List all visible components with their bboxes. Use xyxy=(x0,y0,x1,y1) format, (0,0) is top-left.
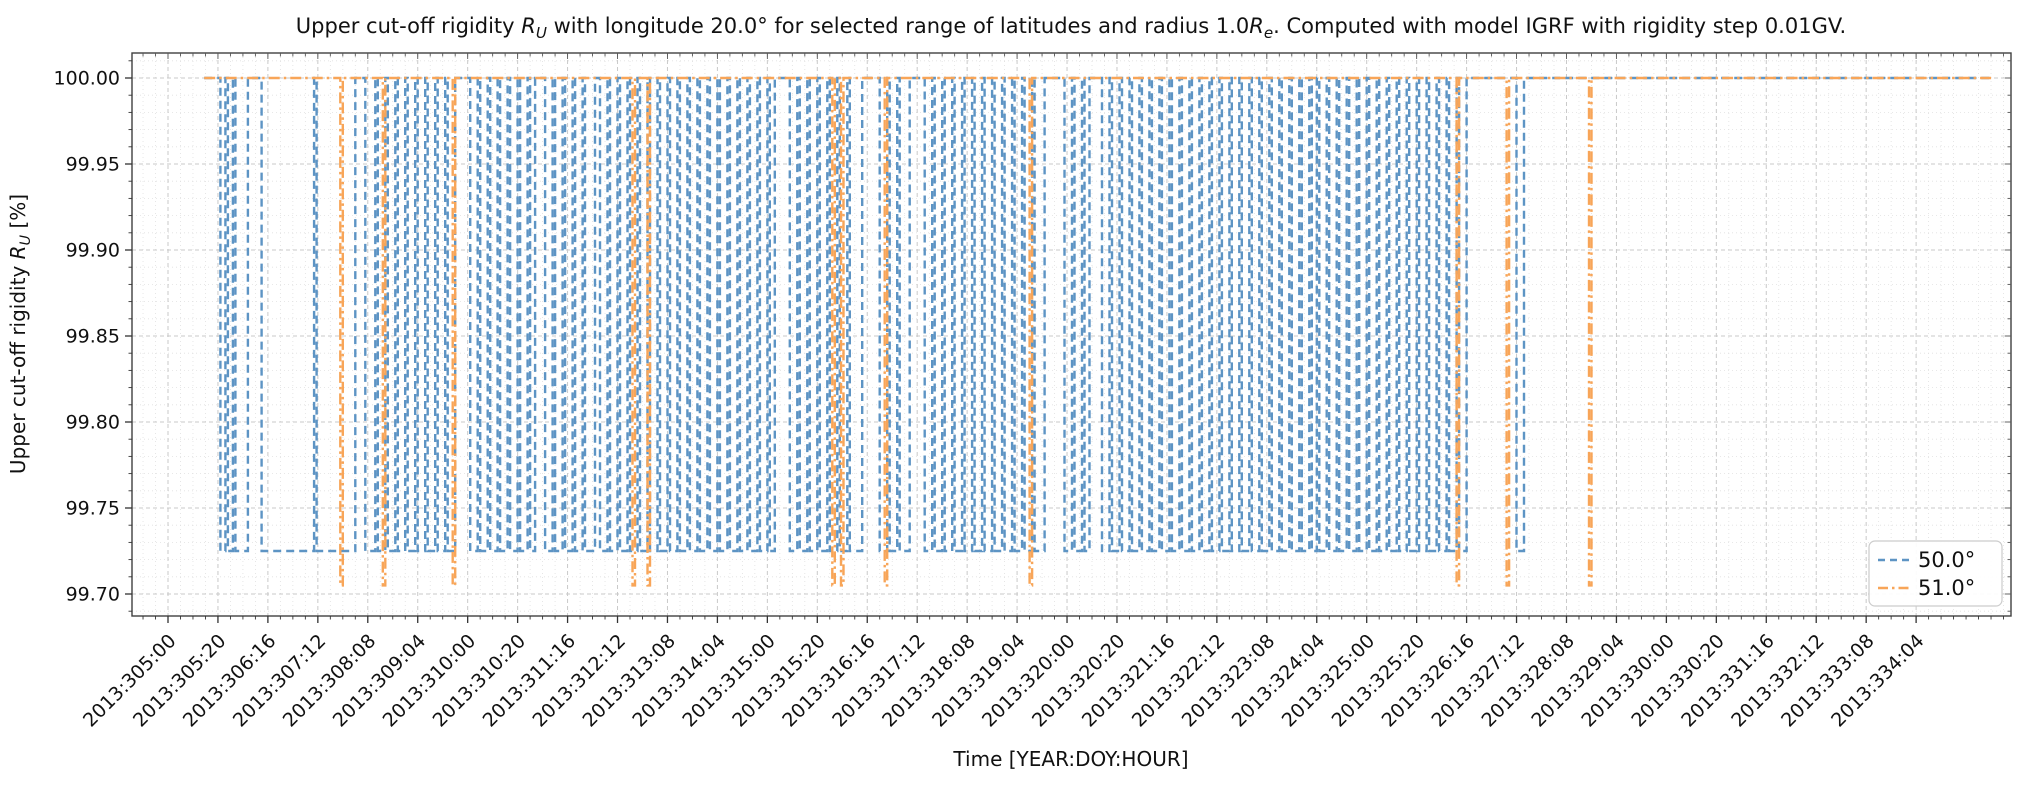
axis-ticks xyxy=(125,53,2011,623)
y-tick-label: 99.90 xyxy=(66,240,120,262)
y-tick-label: 99.80 xyxy=(66,412,120,434)
legend[interactable]: 50.0° 51.0° xyxy=(1868,540,2003,607)
y-axis-label: Upper cut-off rigidity RU [%] xyxy=(6,194,34,474)
y-tick-label: 99.75 xyxy=(66,498,120,520)
y-tick-label: 99.95 xyxy=(66,154,120,176)
x-axis-label: Time [YEAR:DOY:HOUR] xyxy=(952,747,1188,771)
series-path-50.0 xyxy=(204,76,1993,553)
y-tick-labels: 100.00 99.95 99.90 99.85 99.80 99.75 99.70 xyxy=(54,68,120,606)
plot-border xyxy=(131,52,2012,617)
y-tick-label: 99.85 xyxy=(66,326,120,348)
series-path-51.0 xyxy=(204,76,1993,587)
legend-box xyxy=(1868,540,2003,607)
legend-label-50: 50.0° xyxy=(1918,548,1975,572)
series-layer xyxy=(204,76,1993,587)
y-tick-label: 100.00 xyxy=(54,68,120,90)
legend-label-51: 51.0° xyxy=(1918,576,1975,600)
chart-title: Upper cut-off rigidity RU with longitude… xyxy=(296,14,1846,42)
y-tick-label: 99.70 xyxy=(66,584,120,606)
x-tick-labels: 2013:305:002013:305:202013:306:162013:30… xyxy=(79,630,1929,732)
